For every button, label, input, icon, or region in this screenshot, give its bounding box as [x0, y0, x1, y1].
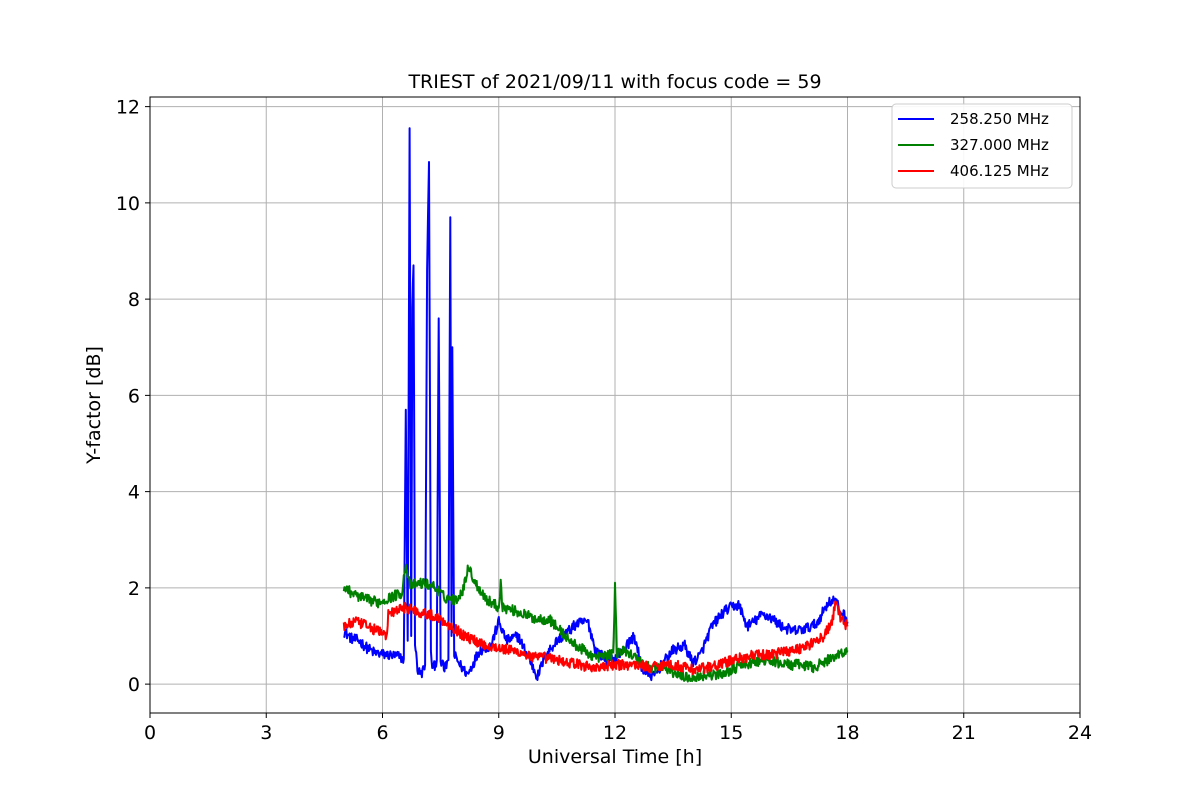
y-tick-label: 4	[128, 482, 140, 504]
y-tick-label: 2	[128, 578, 140, 600]
x-tick-label: 12	[603, 722, 627, 744]
y-tick-label: 6	[128, 385, 140, 407]
series-line-2	[342, 563, 849, 683]
legend-label-2: 327.000 MHz	[950, 136, 1049, 154]
y-axis-label: Y-factor [dB]	[83, 346, 105, 465]
y-tick-label: 8	[128, 289, 140, 311]
legend-label-1: 258.250 MHz	[950, 110, 1049, 128]
x-tick-label: 21	[952, 722, 976, 744]
y-tick-label: 10	[116, 193, 140, 215]
series-lines	[342, 127, 849, 683]
x-tick-label: 6	[376, 722, 388, 744]
y-tick-label: 0	[128, 674, 140, 696]
legend: 258.250 MHz 327.000 MHz 406.125 MHz	[891, 103, 1073, 189]
legend-box	[891, 103, 1073, 189]
x-tick-label: 15	[719, 722, 743, 744]
series-line-3	[342, 600, 849, 676]
x-tick-label: 3	[260, 722, 272, 744]
x-axis-label: Universal Time [h]	[528, 746, 702, 768]
x-tick-label: 0	[144, 722, 156, 744]
x-tick-label: 9	[493, 722, 505, 744]
chart-title: TRIEST of 2021/09/11 with focus code = 5…	[407, 71, 821, 93]
legend-label-3: 406.125 MHz	[950, 162, 1049, 180]
x-tick-label: 18	[835, 722, 859, 744]
x-tick-label: 24	[1068, 722, 1092, 744]
y-tick-label: 12	[116, 97, 140, 119]
